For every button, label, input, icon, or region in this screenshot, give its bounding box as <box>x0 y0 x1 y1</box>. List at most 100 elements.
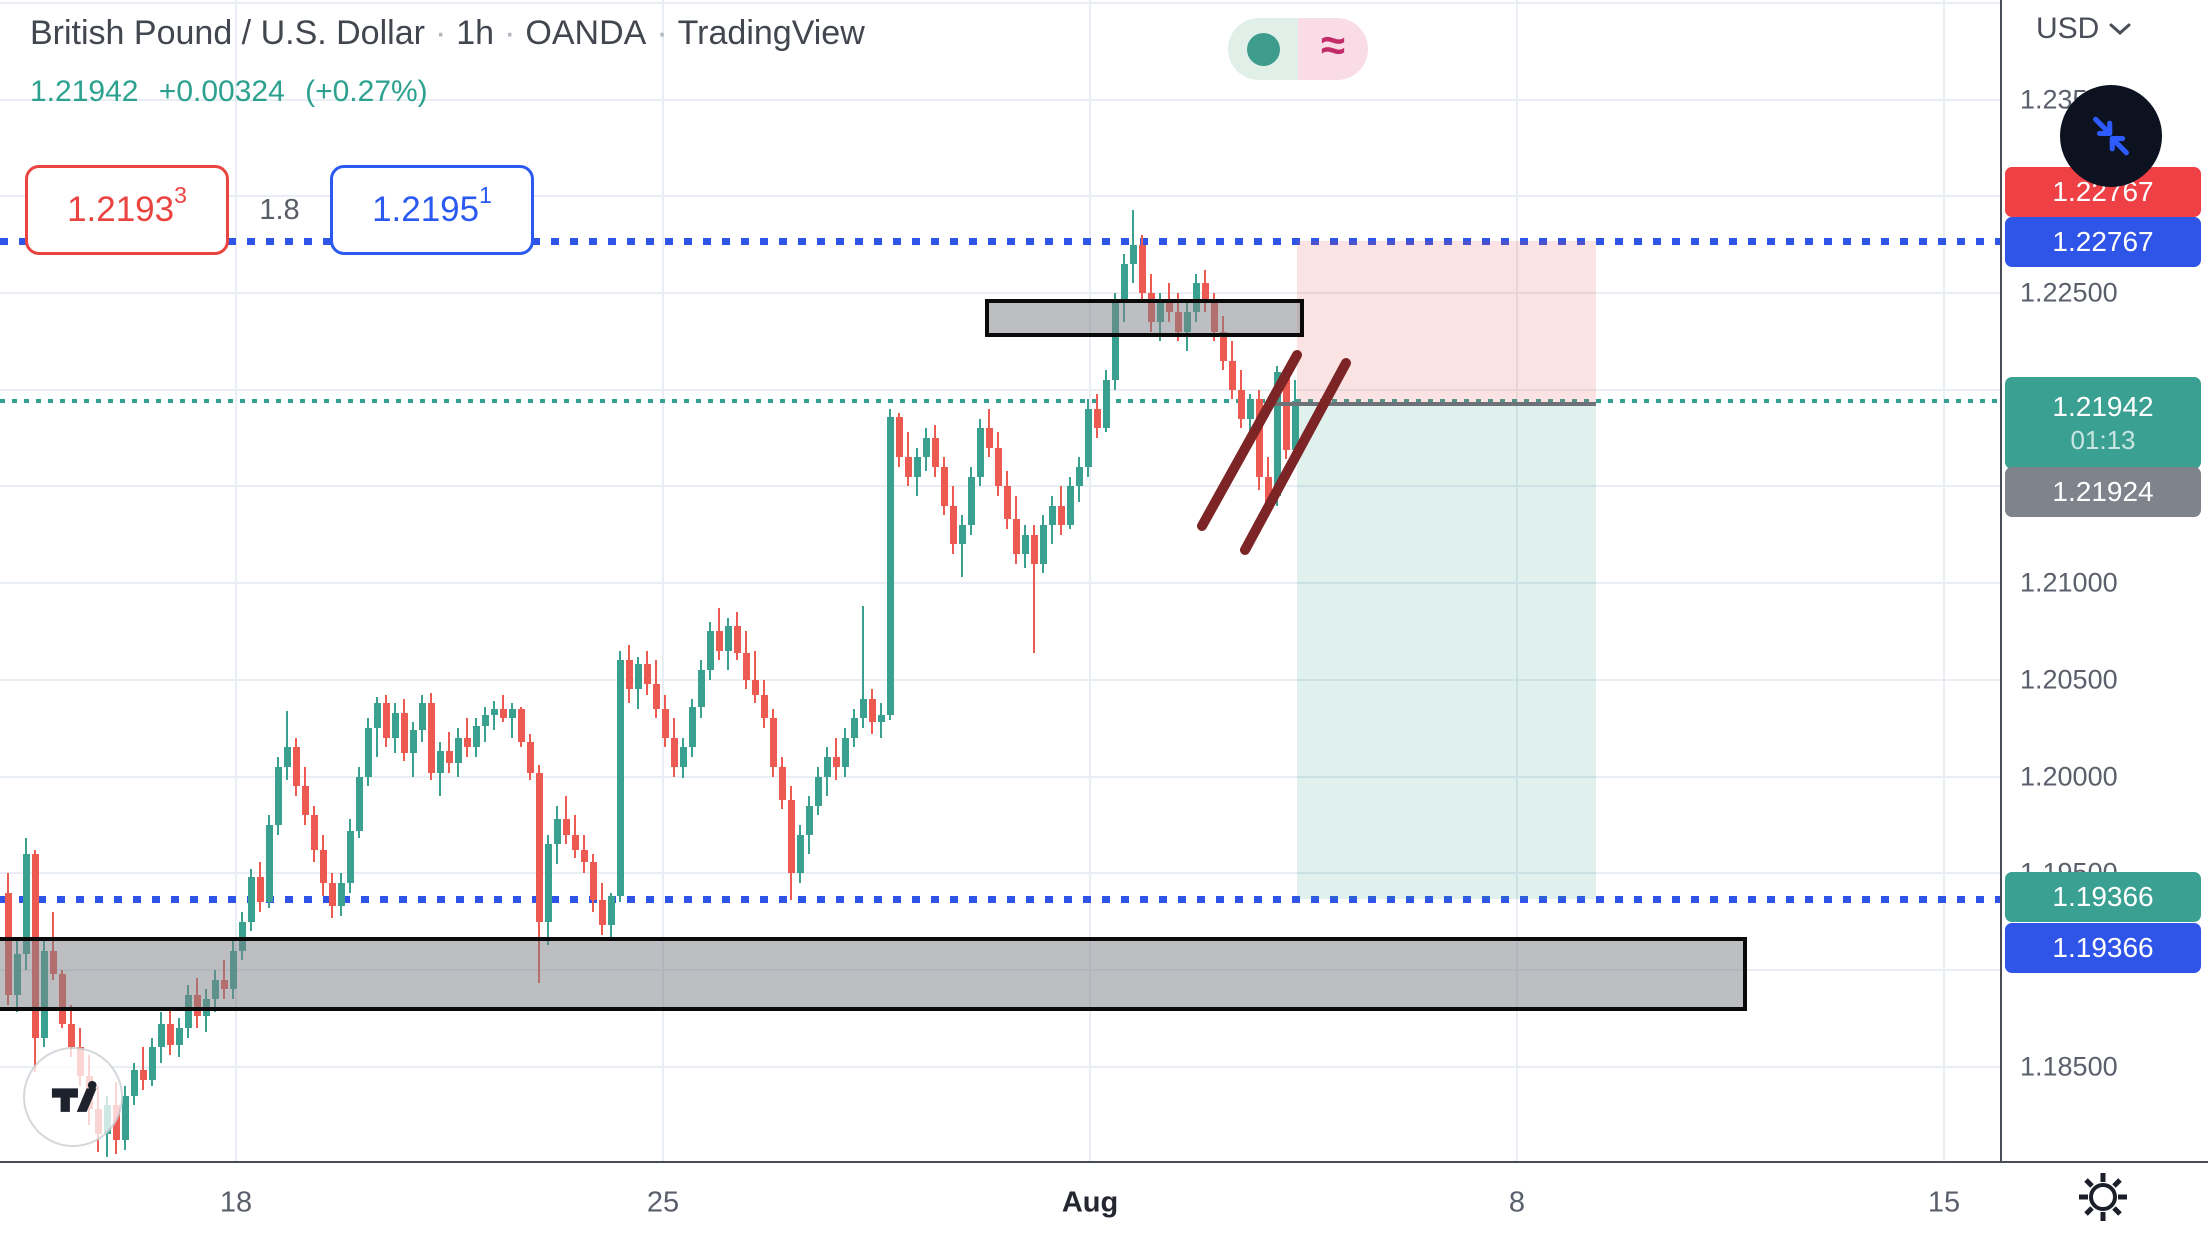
h-gridline <box>0 1066 2000 1068</box>
candle <box>1265 477 1272 502</box>
candle <box>401 713 408 753</box>
reward-zone <box>1297 404 1596 899</box>
current-price-dotted-line <box>0 399 2000 403</box>
candle <box>626 660 633 689</box>
candle <box>905 457 912 477</box>
candle <box>572 835 579 850</box>
candle <box>941 467 948 506</box>
candle <box>554 819 561 844</box>
candle <box>464 738 471 747</box>
v-gridline <box>1089 0 1091 1161</box>
price-axis-label: 1.20500 <box>2020 664 2118 695</box>
candle <box>698 670 705 707</box>
candle-wick <box>1249 394 1251 448</box>
currency-label: USD <box>2036 12 2100 45</box>
sell-bid-button[interactable]: 1.2193 3 <box>25 165 229 255</box>
candle-wick <box>286 711 288 780</box>
market-open-dot-icon <box>1246 32 1280 66</box>
candle <box>1229 361 1236 390</box>
candle <box>1292 401 1299 450</box>
target-dotted-line <box>0 896 2000 903</box>
candle <box>1202 283 1209 303</box>
h-gridline <box>0 872 2000 874</box>
candle <box>1004 486 1011 519</box>
approximate-data-button[interactable]: ≈ <box>1298 18 1368 80</box>
candle <box>833 757 840 767</box>
ask-price: 1.2195 <box>372 190 480 229</box>
drawing-annotations <box>1197 350 1351 555</box>
candle <box>671 738 678 767</box>
candle <box>437 751 444 773</box>
currency-dropdown[interactable]: USD <box>2036 12 2131 46</box>
candle <box>1103 380 1110 428</box>
time-axis-label: 8 <box>1508 1186 1526 1218</box>
candle <box>257 877 264 902</box>
chart-plot-area[interactable]: British Pound / U.S. Dollar · 1h · OANDA · Tra… <box>0 0 2000 1161</box>
candle <box>1139 245 1146 293</box>
candle <box>176 1028 183 1045</box>
candle <box>23 854 30 954</box>
market-open-button[interactable] <box>1228 18 1298 80</box>
candle <box>923 438 930 457</box>
platform-label: TradingView <box>677 14 865 52</box>
candle <box>860 699 867 718</box>
bid-price-pip: 3 <box>174 182 187 208</box>
collapse-fullscreen-button[interactable] <box>2060 85 2162 187</box>
change-percent: (+0.27%) <box>305 75 428 108</box>
candle <box>311 815 318 850</box>
flag-line-right[interactable] <box>1240 358 1351 555</box>
candle <box>1094 409 1101 428</box>
candle-wick <box>466 718 468 757</box>
price-change-line: 1.21942 +0.00324 (+0.27%) <box>30 75 865 109</box>
candle <box>1031 535 1038 564</box>
candle <box>122 1096 129 1140</box>
h-gridline <box>0 389 2000 391</box>
time-axis-label: 15 <box>1927 1186 1961 1218</box>
candle <box>275 767 282 825</box>
candle <box>1022 535 1029 554</box>
entry-price-line <box>1273 402 1596 406</box>
entry-price-badge-value: 1.21924 <box>2052 476 2154 507</box>
candle <box>1013 519 1020 554</box>
candle <box>761 695 768 718</box>
candle <box>302 786 309 815</box>
candle <box>149 1047 156 1080</box>
h-gridline <box>0 292 2000 294</box>
price-axis[interactable]: USD 1.23500 1.22500 1.21000 1.20500 1.20000 1… <box>2000 0 2208 1242</box>
change-absolute: +0.00324 <box>158 75 285 108</box>
price-axis-label: 1.21000 <box>2020 567 2118 598</box>
v-gridline <box>662 0 664 1161</box>
time-axis[interactable]: 18 25 Aug 8 15 <box>0 1161 2208 1242</box>
candle <box>536 773 543 922</box>
theme-brightness-button[interactable] <box>2057 1151 2149 1242</box>
candle <box>284 747 291 767</box>
candle <box>1049 506 1056 525</box>
target-price-badge-value: 1.19366 <box>2052 881 2154 912</box>
candle <box>158 1024 165 1047</box>
chart-header: British Pound / U.S. Dollar · 1h · OANDA · Tra… <box>30 14 865 109</box>
flag-line-left[interactable] <box>1197 350 1302 531</box>
countdown-timer: 01:13 <box>2070 424 2136 455</box>
approx-wave-icon: ≈ <box>1320 21 1346 70</box>
sun-icon <box>2079 1173 2127 1221</box>
candle <box>878 715 885 722</box>
line-price-badge-bottom: 1.19366 <box>2005 923 2201 973</box>
candle <box>869 699 876 722</box>
candle <box>752 680 759 695</box>
line-price-badge-bottom-value: 1.19366 <box>2052 932 2154 963</box>
candle <box>851 718 858 738</box>
candle <box>806 806 813 835</box>
tradingview-logo-icon <box>51 1080 97 1112</box>
candle <box>617 660 624 896</box>
candle <box>455 738 462 763</box>
candle <box>599 900 606 925</box>
candle <box>356 777 363 831</box>
candle <box>914 457 921 477</box>
candle <box>446 751 453 763</box>
buy-ask-button[interactable]: 1.2195 1 <box>330 165 534 255</box>
candle <box>1220 332 1227 361</box>
candle <box>410 730 417 753</box>
candle <box>1040 525 1047 564</box>
price-axis-label: 1.20000 <box>2020 761 2118 792</box>
